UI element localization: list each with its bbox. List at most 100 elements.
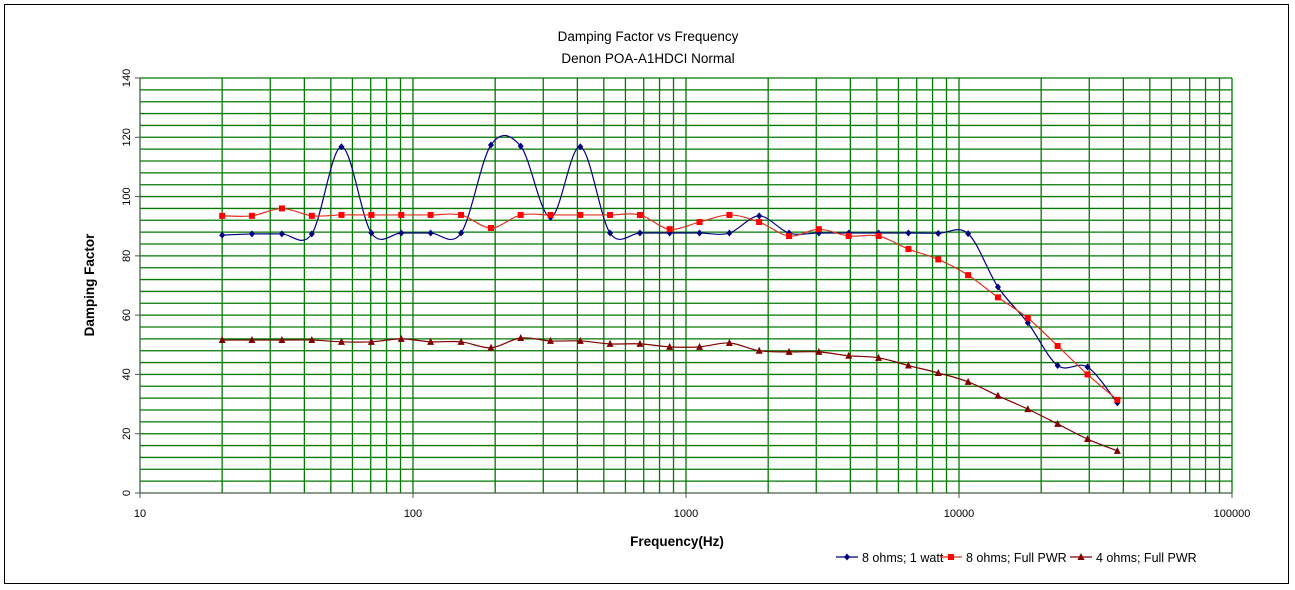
data-point-square — [696, 219, 703, 226]
y-tick-label: 140 — [121, 69, 133, 87]
data-point-triangle — [636, 339, 644, 347]
x-axis-label: Frequency(Hz) — [630, 534, 724, 549]
data-point-triangle — [517, 333, 525, 341]
data-point-triangle — [1113, 446, 1121, 454]
x-tick-label: 10000 — [944, 508, 975, 520]
data-point-triangle — [457, 337, 465, 345]
data-point-square — [845, 232, 852, 239]
chart-frame — [4, 4, 1289, 584]
legend-label: 8 ohms; Full PWR — [966, 551, 1067, 565]
data-point-square — [219, 212, 226, 219]
data-point-diamond — [427, 229, 434, 237]
series-8-ohms-1-watt — [219, 135, 1121, 407]
y-tick-label: 120 — [121, 128, 133, 146]
series-8-ohms-full-pwr — [219, 205, 1121, 403]
data-point-square — [517, 211, 524, 218]
data-point-square — [308, 212, 315, 219]
data-point-diamond — [1054, 362, 1061, 370]
data-point-square — [965, 272, 972, 279]
data-point-square — [786, 232, 793, 239]
data-point-diamond — [338, 143, 345, 151]
legend: 8 ohms; 1 watt 8 ohms; Full PWR 4 ohms; Fu… — [836, 551, 1197, 565]
data-point-diamond — [696, 229, 703, 237]
data-point-square — [1054, 342, 1061, 349]
x-tick-label: 10 — [134, 508, 146, 520]
data-point-diamond — [994, 283, 1001, 291]
data-point-triangle — [397, 334, 405, 342]
series-line — [222, 207, 1118, 401]
data-point-diamond — [726, 229, 733, 237]
y-tick-label: 60 — [121, 309, 133, 321]
data-point-diamond — [844, 553, 850, 561]
y-tick-label: 20 — [121, 428, 133, 440]
data-point-square — [1114, 396, 1121, 403]
data-point-triangle — [367, 337, 375, 345]
data-point-diamond — [368, 229, 375, 237]
data-point-diamond — [905, 229, 912, 237]
data-point-triangle — [1084, 435, 1092, 443]
data-point-triangle — [218, 336, 226, 344]
data-point-triangle — [606, 339, 614, 347]
x-tick-label: 1000 — [674, 508, 698, 520]
data-point-square — [577, 211, 584, 218]
data-point-diamond — [577, 143, 584, 151]
data-point-square — [547, 211, 554, 218]
data-point-square — [1024, 315, 1031, 322]
data-point-triangle — [845, 351, 853, 359]
data-point-triangle — [725, 339, 733, 347]
data-point-square — [666, 226, 673, 233]
data-point-triangle — [427, 337, 435, 345]
data-point-triangle — [785, 347, 793, 355]
data-point-diamond — [1084, 363, 1091, 371]
data-point-square — [756, 219, 763, 226]
y-tick-label: 80 — [121, 250, 133, 262]
data-point-triangle — [696, 342, 704, 350]
x-tick-label: 100 — [404, 508, 422, 520]
data-point-triangle — [666, 342, 674, 350]
data-point-triangle — [1077, 553, 1085, 560]
x-tick-label: 100000 — [1214, 508, 1251, 520]
data-point-square — [1084, 371, 1091, 378]
data-point-triangle — [875, 353, 883, 361]
data-point-diamond — [965, 230, 972, 238]
data-point-diamond — [517, 142, 524, 150]
y-tick-label: 100 — [121, 187, 133, 205]
y-axis-label: Damping Factor — [82, 233, 97, 337]
data-point-square — [935, 256, 942, 263]
legend-item: 8 ohms; Full PWR — [940, 551, 1067, 565]
data-point-diamond — [756, 212, 763, 220]
data-point-triangle — [1024, 405, 1032, 413]
data-point-square — [368, 211, 375, 218]
data-point-square — [815, 226, 822, 233]
chart-title: Damping Factor vs Frequency — [558, 29, 739, 44]
data-point-square — [875, 232, 882, 239]
data-point-diamond — [398, 229, 405, 237]
data-point-diamond — [636, 229, 643, 237]
data-point-square — [248, 212, 255, 219]
data-point-triangle — [487, 343, 495, 351]
data-point-square — [994, 294, 1001, 301]
data-point-diamond — [308, 230, 315, 238]
data-point-diamond — [607, 229, 614, 237]
series-group — [218, 135, 1121, 454]
data-point-square — [487, 224, 494, 231]
legend-label: 8 ohms; 1 watt — [862, 551, 944, 565]
data-point-triangle — [278, 336, 286, 344]
data-point-diamond — [278, 230, 285, 238]
gridlines — [139, 77, 1233, 494]
data-point-triangle — [904, 361, 912, 369]
data-point-diamond — [219, 231, 226, 239]
data-point-square — [636, 211, 643, 218]
data-point-square — [278, 205, 285, 212]
data-point-square — [398, 211, 405, 218]
data-point-triangle — [337, 337, 345, 345]
legend-label: 4 ohms; Full PWR — [1096, 551, 1197, 565]
data-point-triangle — [755, 346, 763, 354]
y-tick-label: 0 — [121, 490, 133, 496]
data-point-square — [338, 211, 345, 218]
chart-subtitle: Denon POA-A1HDCI Normal — [561, 51, 734, 66]
data-point-triangle — [934, 368, 942, 376]
data-point-square — [948, 554, 954, 560]
data-point-triangle — [547, 336, 555, 344]
data-point-triangle — [308, 336, 316, 344]
